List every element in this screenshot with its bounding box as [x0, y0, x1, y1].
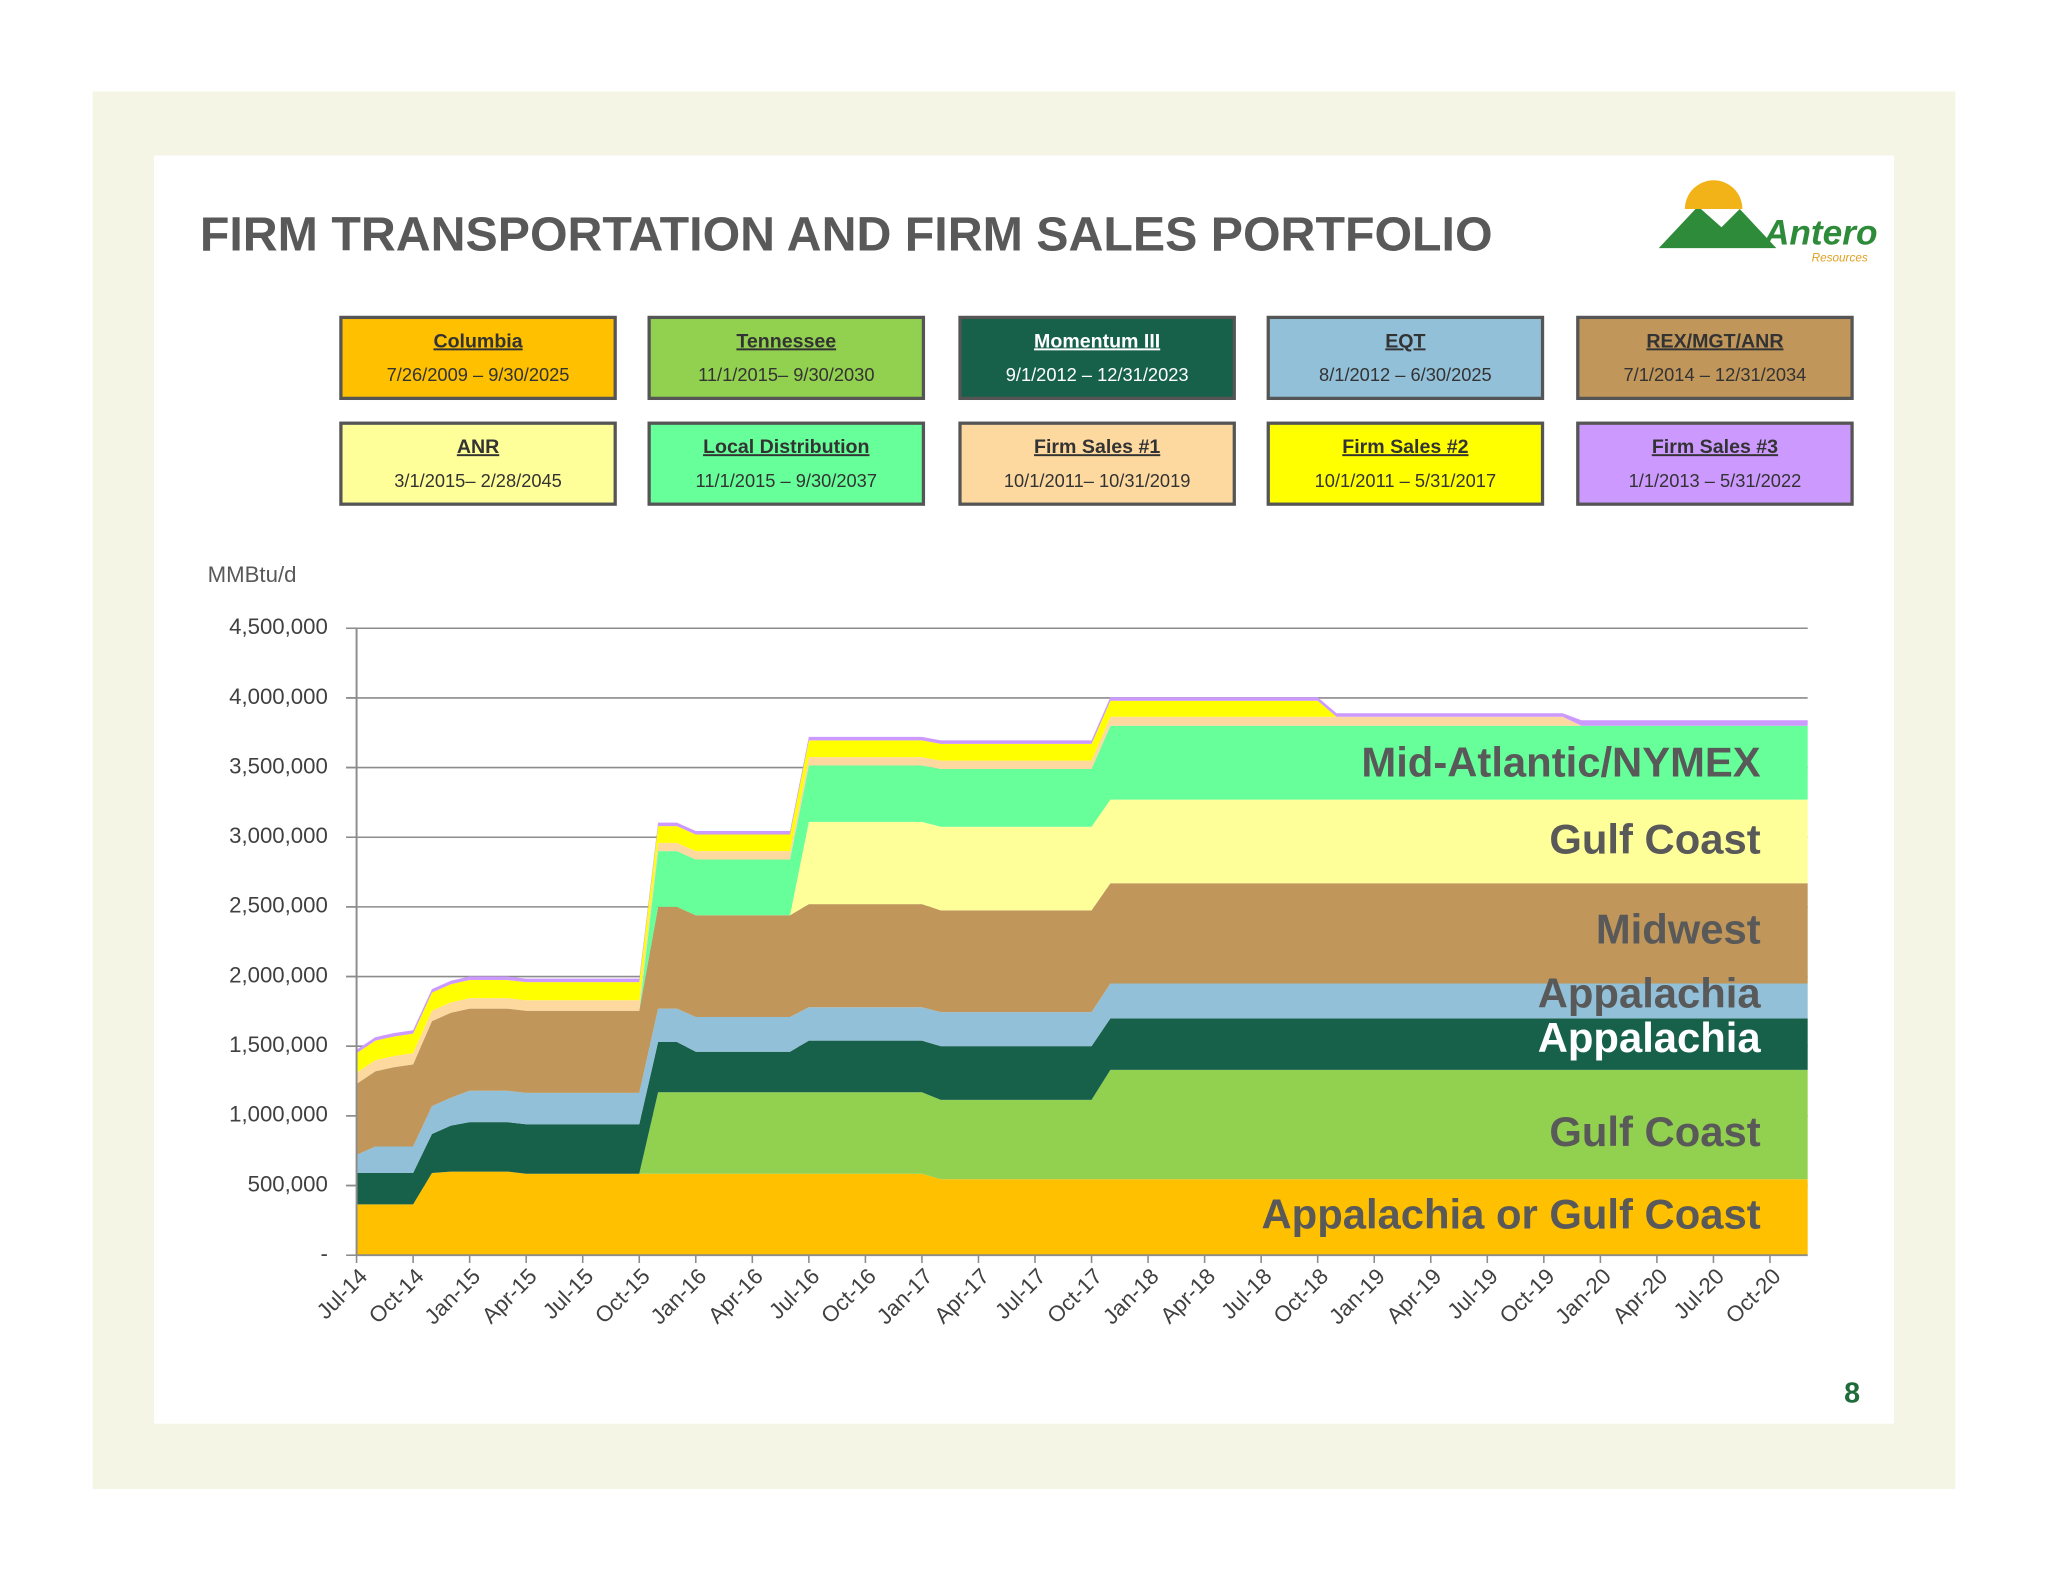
region-label: Gulf Coast	[1549, 1108, 1760, 1155]
y-tick-label: 2,500,000	[229, 893, 328, 918]
legend-box	[339, 421, 617, 506]
legend-name: Tennessee	[736, 330, 836, 352]
legend-box	[1576, 421, 1854, 506]
region-label: Appalachia	[1538, 1014, 1762, 1061]
y-tick-label: 3,000,000	[229, 823, 328, 848]
legend-period: 10/1/2011– 10/31/2019	[1004, 470, 1191, 491]
legend-item: EQT 8/1/2012 – 6/30/2025	[1266, 315, 1545, 401]
y-tick-label: 500,000	[248, 1171, 328, 1196]
y-tick-label: 3,500,000	[229, 753, 328, 778]
y-tick-label: 4,000,000	[229, 684, 328, 709]
legend-period: 9/1/2012 – 12/31/2023	[1006, 364, 1189, 385]
area	[356, 983, 1808, 1174]
legend-name: Firm Sales #1	[1034, 436, 1160, 458]
legend-box	[1266, 315, 1545, 401]
legend-name: Firm Sales #3	[1652, 436, 1778, 458]
legend-box	[339, 315, 617, 401]
legend-period: 7/26/2009 – 9/30/2025	[387, 364, 570, 385]
logo-sun	[1684, 180, 1743, 209]
logo-mountains	[1658, 206, 1777, 249]
area	[356, 725, 1808, 1084]
legend-name: Columbia	[433, 330, 523, 352]
logo-tagline: Resources	[1812, 252, 1868, 265]
legend-period: 11/1/2015– 9/30/2030	[698, 364, 874, 385]
area	[356, 1018, 1808, 1205]
legend-name: REX/MGT/ANR	[1646, 330, 1783, 352]
legend-box	[958, 315, 1236, 401]
y-tick-label: 1,500,000	[229, 1032, 328, 1057]
legend-name: Momentum III	[1034, 330, 1160, 352]
legend-box	[647, 315, 926, 401]
legend-period: 3/1/2015– 2/28/2045	[394, 470, 562, 491]
legend-period: 8/1/2012 – 6/30/2025	[1319, 364, 1492, 385]
legend-box	[1266, 421, 1545, 506]
y-axis-label: MMBtu/d	[208, 562, 297, 587]
region-label: Mid-Atlantic/NYMEX	[1361, 738, 1760, 785]
page-number: 8	[1844, 1378, 1860, 1410]
area	[356, 799, 1808, 1084]
legend-item: Firm Sales #2 10/1/2011 – 5/31/2017	[1266, 421, 1545, 506]
y-tick-label: 2,000,000	[229, 962, 328, 987]
area	[356, 883, 1808, 1155]
legend-item: Firm Sales #3 1/1/2013 – 5/31/2022	[1576, 421, 1854, 506]
y-tick-label: -	[320, 1241, 327, 1266]
legend-item: Tennessee 11/1/2015– 9/30/2030	[647, 315, 926, 401]
legend-period: 10/1/2011 – 5/31/2017	[1315, 470, 1496, 491]
slide-title: FIRM TRANSPORTATION AND FIRM SALES PORTF…	[200, 207, 1493, 261]
y-tick-label: 1,000,000	[229, 1102, 328, 1127]
legend-item: Momentum III 9/1/2012 – 12/31/2023	[958, 315, 1236, 401]
legend-box	[647, 421, 926, 506]
legend-name: Local Distribution	[703, 436, 869, 458]
legend-item: Local Distribution 11/1/2015 – 9/30/2037	[647, 421, 926, 506]
region-label: Appalachia or Gulf Coast	[1262, 1190, 1761, 1237]
legend-name: EQT	[1385, 330, 1425, 352]
legend-period: 1/1/2013 – 5/31/2022	[1629, 470, 1802, 491]
legend-name: Firm Sales #2	[1342, 436, 1468, 458]
legend-item: Columbia 7/26/2009 – 9/30/2025	[339, 315, 617, 401]
area	[356, 1171, 1808, 1256]
logo-name: Antero	[1763, 213, 1878, 252]
region-label: Appalachia	[1538, 970, 1762, 1017]
region-label: Midwest	[1596, 906, 1761, 953]
legend-name: ANR	[457, 436, 499, 458]
legend-period: 11/1/2015 – 9/30/2037	[696, 470, 877, 491]
area	[356, 1069, 1808, 1205]
legend-item: Firm Sales #1 10/1/2011– 10/31/2019	[958, 421, 1236, 506]
legend-box	[1576, 315, 1854, 401]
legend-box	[958, 421, 1236, 506]
logo: Antero Resources	[1658, 180, 1878, 265]
y-tick-label: 4,500,000	[229, 614, 328, 639]
legend-item: REX/MGT/ANR 7/1/2014 – 12/31/2034	[1576, 315, 1854, 401]
legend-item: ANR 3/1/2015– 2/28/2045	[339, 421, 617, 506]
region-label: Gulf Coast	[1549, 816, 1760, 863]
legend-period: 7/1/2014 – 12/31/2034	[1624, 364, 1807, 385]
